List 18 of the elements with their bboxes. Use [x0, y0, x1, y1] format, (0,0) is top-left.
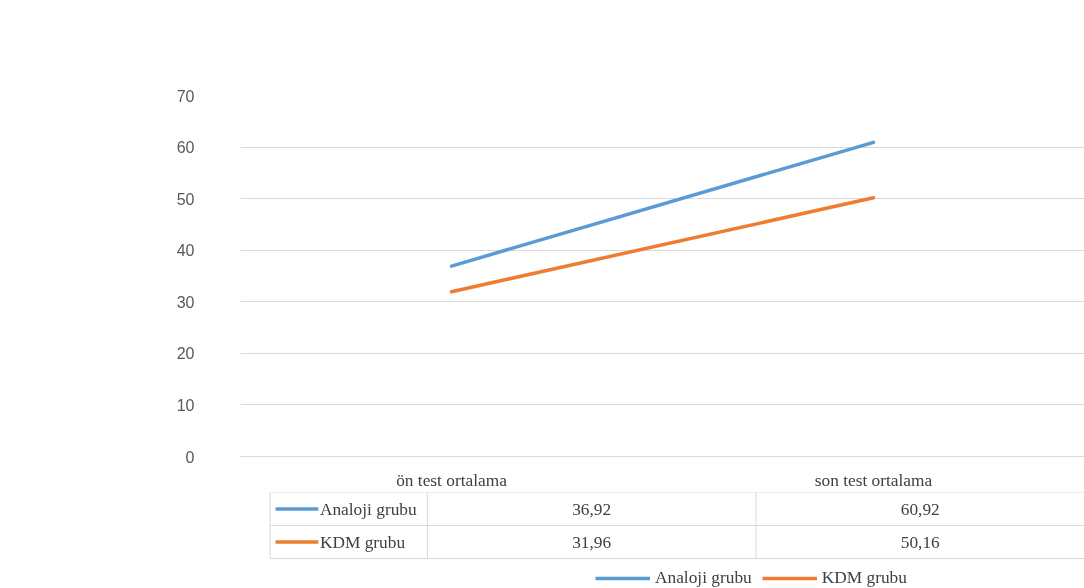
- text: Analoji grubu: [655, 568, 752, 587]
- y-tick-label: 0: [185, 448, 195, 466]
- y-tick-label: 40: [176, 242, 195, 260]
- y-tick-label: 20: [176, 345, 195, 363]
- x-tick-label: ön test ortalama: [396, 470, 508, 490]
- y-tick-label: 10: [176, 396, 195, 414]
- data-label: 31,96: [572, 532, 612, 552]
- y-tick-label: 30: [176, 293, 195, 311]
- text: KDM grubu: [821, 568, 907, 587]
- legend-label: KDM grubu: [319, 532, 406, 552]
- y-tick-label: 60: [176, 139, 195, 157]
- y-tick-label: 50: [176, 190, 195, 208]
- data-label: 50,16: [900, 532, 941, 552]
- x-tick-label: son test ortalama: [814, 470, 933, 490]
- legend-label: Analoji grubu: [319, 499, 417, 519]
- data-label: 36,92: [572, 499, 612, 519]
- y-tick-label: 70: [176, 87, 195, 105]
- data-label: 60,92: [900, 499, 940, 519]
